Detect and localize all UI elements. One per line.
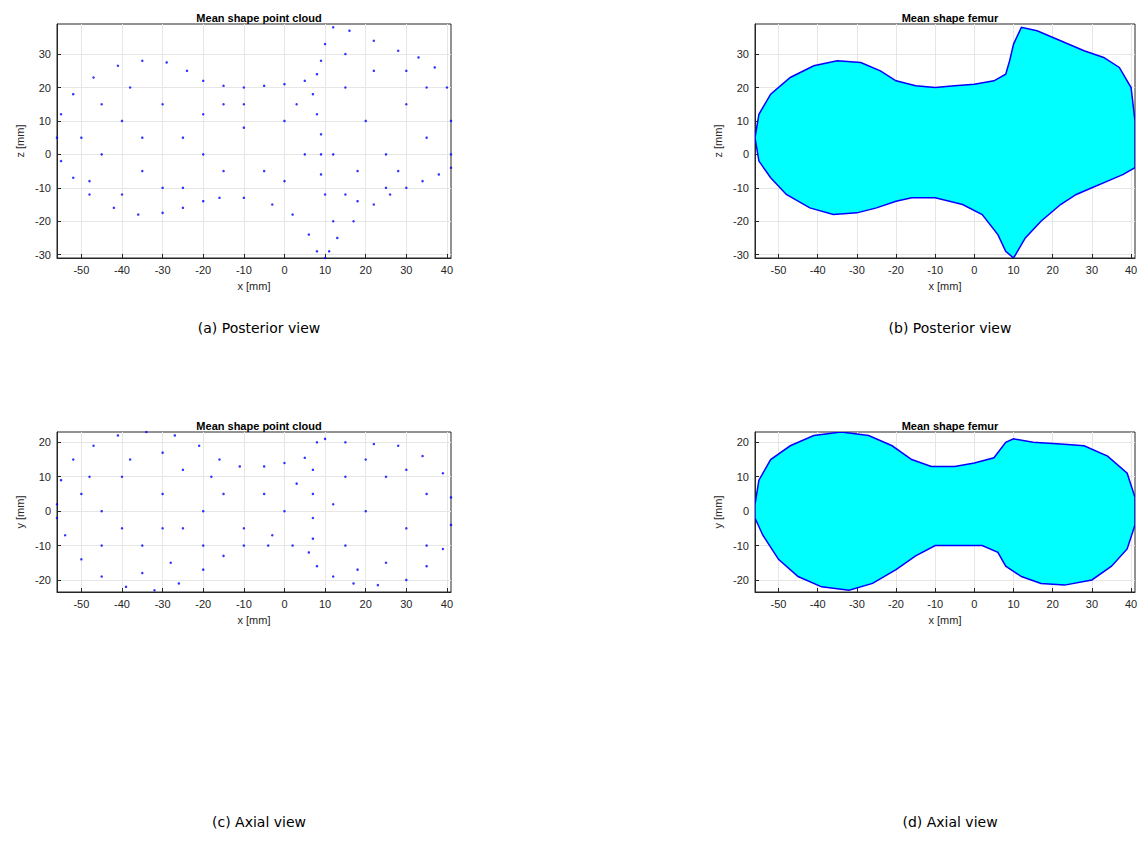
svg-text:10: 10 [39,115,51,127]
svg-text:20: 20 [1047,264,1059,276]
svg-text:20: 20 [737,436,749,448]
svg-text:-30: -30 [733,249,749,261]
svg-text:-40: -40 [114,264,130,276]
svg-text:Mean shape femur: Mean shape femur [902,12,999,24]
svg-text:-20: -20 [35,215,51,227]
svg-text:20: 20 [360,598,372,610]
svg-text:-40: -40 [114,598,130,610]
svg-text:0: 0 [743,148,749,160]
svg-text:y [mm]: y [mm] [712,496,724,529]
svg-text:10: 10 [319,598,331,610]
svg-text:0: 0 [743,505,749,517]
svg-text:-10: -10 [927,598,943,610]
svg-text:-20: -20 [733,574,749,586]
svg-text:x [mm]: x [mm] [929,614,962,626]
svg-text:30: 30 [400,598,412,610]
svg-text:-30: -30 [35,249,51,261]
svg-text:-40: -40 [810,598,826,610]
svg-text:-50: -50 [771,264,787,276]
svg-text:-10: -10 [236,598,252,610]
svg-text:0: 0 [971,598,977,610]
svg-text:-20: -20 [195,264,211,276]
svg-text:0: 0 [971,264,977,276]
svg-text:20: 20 [39,82,51,94]
svg-text:30: 30 [1086,264,1098,276]
svg-text:Mean shape femur: Mean shape femur [902,420,999,432]
svg-text:x [mm]: x [mm] [238,614,271,626]
svg-text:30: 30 [39,48,51,60]
svg-text:40: 40 [441,264,453,276]
svg-text:z [mm]: z [mm] [14,125,26,158]
svg-text:30: 30 [737,48,749,60]
svg-text:10: 10 [737,115,749,127]
svg-text:10: 10 [737,471,749,483]
svg-text:30: 30 [400,264,412,276]
svg-text:-30: -30 [849,598,865,610]
svg-text:-10: -10 [35,540,51,552]
svg-text:-20: -20 [888,264,904,276]
svg-text:-30: -30 [155,264,171,276]
svg-text:-50: -50 [73,598,89,610]
svg-text:-10: -10 [236,264,252,276]
svg-text:10: 10 [39,471,51,483]
svg-text:0: 0 [281,598,287,610]
svg-text:10: 10 [319,264,331,276]
svg-text:x [mm]: x [mm] [238,280,271,292]
svg-text:(b) Posterior view: (b) Posterior view [889,320,1012,336]
svg-text:-20: -20 [195,598,211,610]
svg-text:-50: -50 [73,264,89,276]
svg-text:0: 0 [281,264,287,276]
svg-text:30: 30 [1086,598,1098,610]
svg-text:-30: -30 [849,264,865,276]
svg-text:40: 40 [441,598,453,610]
svg-text:10: 10 [1007,264,1019,276]
svg-text:-10: -10 [927,264,943,276]
svg-text:-20: -20 [888,598,904,610]
svg-text:Mean shape point cloud: Mean shape point cloud [196,420,321,432]
svg-text:-10: -10 [733,182,749,194]
svg-text:-50: -50 [771,598,787,610]
svg-text:-20: -20 [733,215,749,227]
svg-text:10: 10 [1007,598,1019,610]
svg-text:0: 0 [45,505,51,517]
svg-text:y [mm]: y [mm] [14,496,26,529]
svg-text:z [mm]: z [mm] [712,125,724,158]
svg-text:-10: -10 [35,182,51,194]
svg-text:-30: -30 [155,598,171,610]
svg-text:40: 40 [1125,598,1137,610]
svg-text:40: 40 [1125,264,1137,276]
svg-text:20: 20 [39,436,51,448]
svg-text:Mean shape point cloud: Mean shape point cloud [196,12,321,24]
svg-text:(a) Posterior view: (a) Posterior view [198,320,321,336]
svg-text:-40: -40 [810,264,826,276]
svg-text:x [mm]: x [mm] [929,280,962,292]
svg-text:20: 20 [1047,598,1059,610]
svg-text:20: 20 [737,82,749,94]
svg-text:20: 20 [360,264,372,276]
svg-text:0: 0 [45,148,51,160]
svg-text:-10: -10 [733,540,749,552]
svg-text:(d) Axial view: (d) Axial view [902,814,997,830]
svg-text:-20: -20 [35,574,51,586]
svg-text:(c) Axial view: (c) Axial view [212,814,306,830]
